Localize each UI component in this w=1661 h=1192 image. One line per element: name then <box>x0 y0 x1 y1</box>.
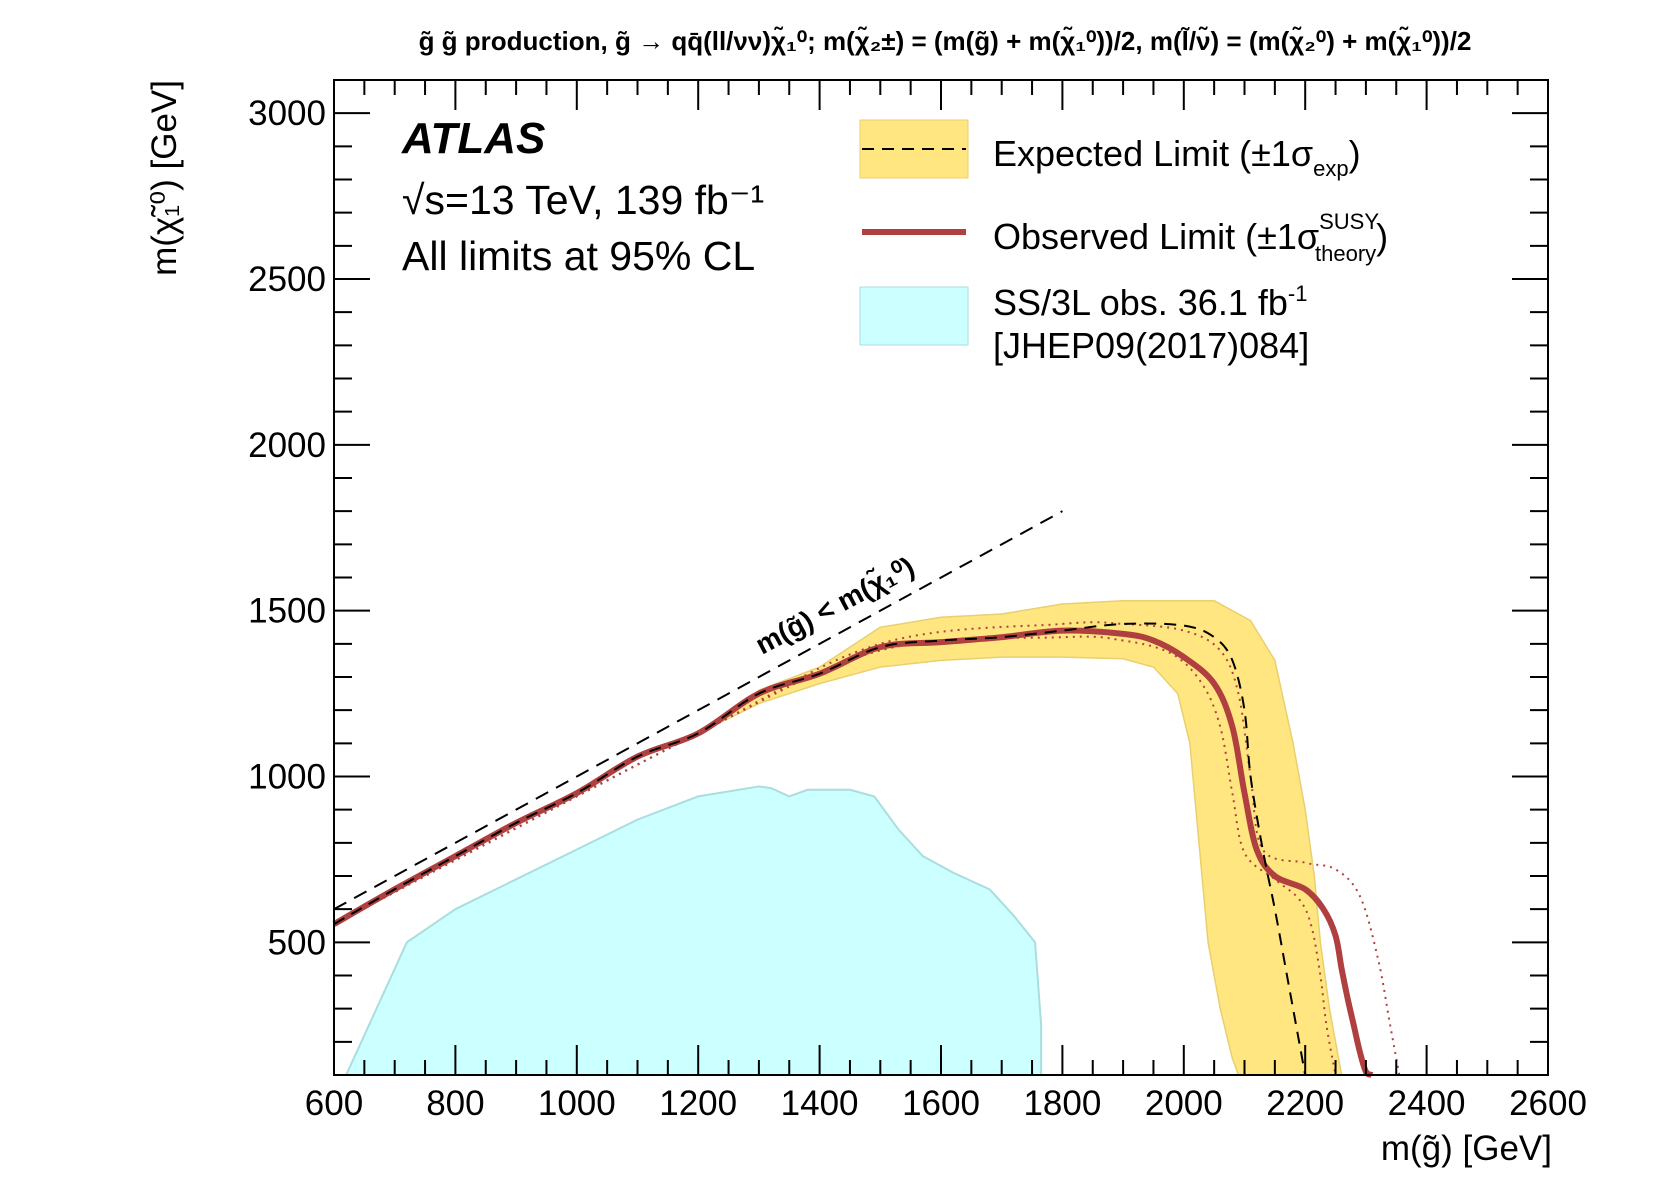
x-axis-title: m(g̃) [GeV] <box>1381 1129 1552 1168</box>
x-tick-label: 2600 <box>1509 1084 1587 1123</box>
x-tick-label: 1200 <box>659 1084 737 1123</box>
legend: Expected Limit (±1σexp) Observed Limit (… <box>859 119 1388 366</box>
x-tick-label: 1600 <box>902 1084 980 1123</box>
legend-observed-label: Observed Limit (±1σSUSY theory) <box>993 209 1388 266</box>
x-tick-label: 1800 <box>1023 1084 1101 1123</box>
previous-limit-layer <box>334 785 1043 1076</box>
chart-title: g̃ g̃ production, g̃ → qq̄(ll/νν)χ̃₁⁰; m… <box>419 26 1472 56</box>
legend-previous-ref: [JHEP09(2017)084] <box>993 325 1309 366</box>
x-tick-label: 1000 <box>538 1084 616 1123</box>
previous-limit-area <box>334 785 1043 1076</box>
x-tick-label: 2000 <box>1145 1084 1223 1123</box>
y-tick-label: 2500 <box>248 260 326 299</box>
observed-limit-line <box>332 627 1374 1078</box>
y-axis-title: m(χ̃₁⁰) [GeV] <box>145 80 184 276</box>
x-tick-label: 1400 <box>781 1084 859 1123</box>
legend-expected-label: Expected Limit (±1σexp) <box>993 133 1361 181</box>
x-tick-label: 600 <box>305 1084 363 1123</box>
legend-previous-swatch <box>859 286 969 346</box>
legend-previous-label: SS/3L obs. 36.1 fb-1 <box>993 281 1307 323</box>
experiment-label: ATLAS <box>401 114 545 163</box>
expected-limit-line <box>333 622 1307 1076</box>
y-tick-label: 3000 <box>248 94 326 133</box>
kinematic-limit-line <box>333 510 1063 911</box>
energy-label: √s=13 TeV, 139 fb⁻¹ <box>402 177 764 223</box>
x-tick-label: 2200 <box>1266 1084 1344 1123</box>
limit-lines-layer <box>332 510 1401 1078</box>
observed-theory-band-line-0 <box>333 635 1337 1076</box>
y-tick-label: 1000 <box>248 758 326 797</box>
x-tick-label: 2400 <box>1388 1084 1466 1123</box>
cl-label: All limits at 95% CL <box>402 233 755 279</box>
x-tick-label: 800 <box>426 1084 484 1123</box>
y-tick-label: 2000 <box>248 426 326 465</box>
y-tick-label: 1500 <box>248 592 326 631</box>
observed-theory-band-line-1 <box>333 621 1401 1076</box>
y-tick-label: 500 <box>268 923 326 962</box>
axes-layer: 600 800 1000 1200 1400 1600 1800 2000 2200 2400 26… <box>248 79 1587 1123</box>
